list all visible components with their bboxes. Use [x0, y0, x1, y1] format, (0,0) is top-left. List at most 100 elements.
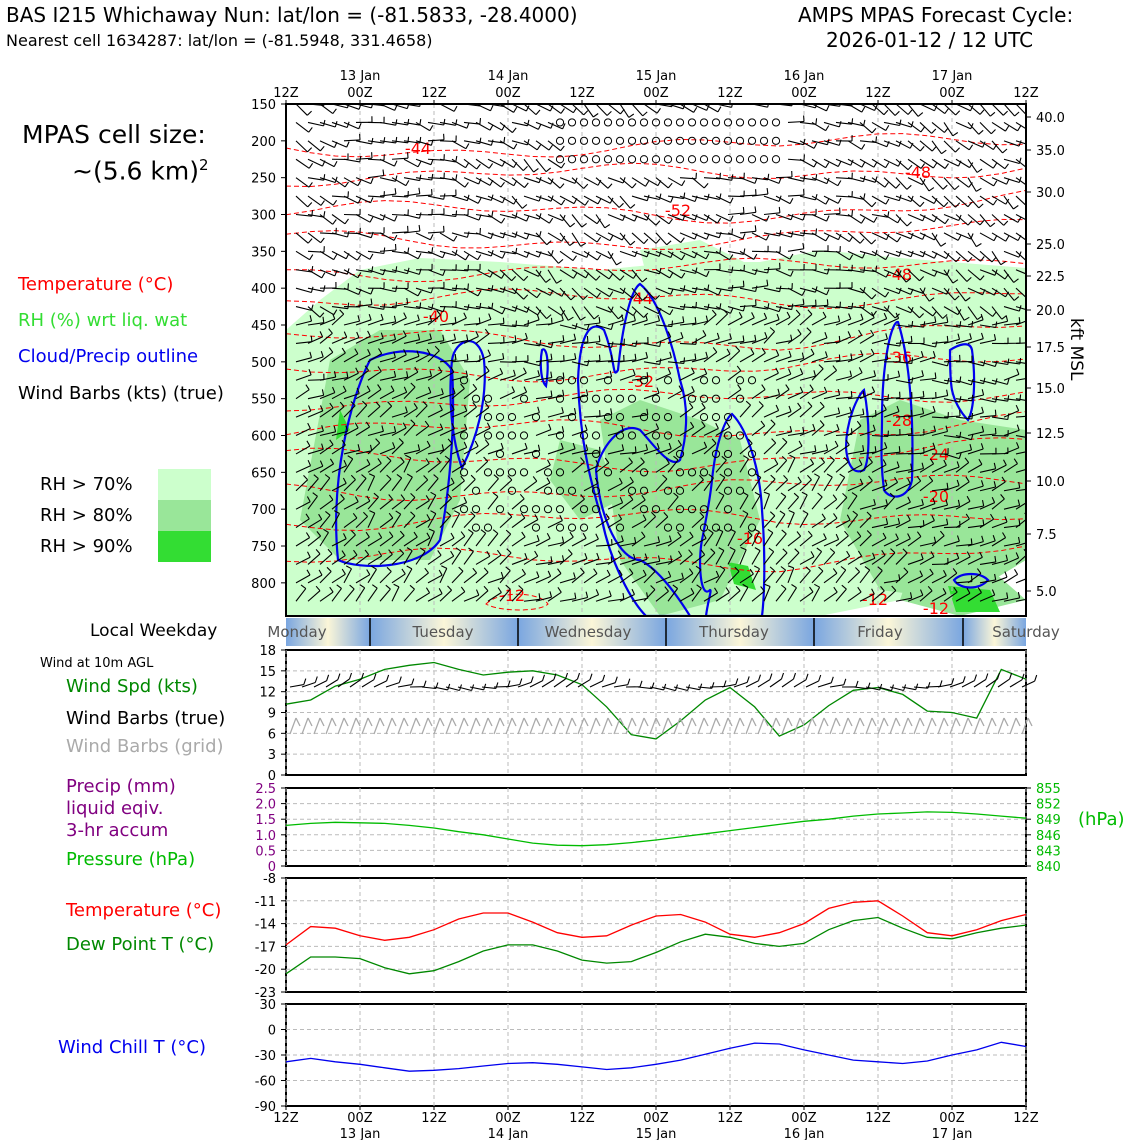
- wind-barb-flag: [512, 128, 516, 133]
- wind-barb: [512, 251, 527, 257]
- wind-barb-flag: [872, 128, 876, 133]
- grid-wind-barb: [290, 718, 296, 734]
- grid-wind-barb: [410, 718, 416, 734]
- wind-barb-flag: [536, 110, 540, 115]
- wind-barb-flag: [308, 148, 312, 152]
- wind-barb: [860, 196, 872, 207]
- wind-barb-flag: [838, 181, 841, 186]
- kft-tick-label: 17.5: [1036, 341, 1065, 356]
- wind-barb-flag: [584, 184, 588, 188]
- surface-wind-barb: [614, 685, 628, 687]
- grid-wind-barb-flag: [632, 718, 636, 726]
- grid-wind-barb: [734, 718, 740, 734]
- grid-wind-barb: [530, 718, 536, 734]
- wind-barb: [344, 196, 358, 203]
- wind-barb: [596, 215, 605, 228]
- wind-barb-flag: [862, 162, 865, 167]
- grid-wind-barb-flag: [872, 718, 876, 726]
- surface-wind-barb: [590, 681, 603, 687]
- wind-barb: [944, 178, 955, 190]
- wind-barb-flag: [395, 161, 398, 166]
- wind-barb-flag: [1018, 126, 1021, 131]
- wind-barb: [872, 233, 887, 240]
- calm-wind-circle: [772, 119, 779, 126]
- wind-barb-flag: [816, 118, 817, 124]
- surface-wind-barb-flag: [448, 684, 450, 690]
- grid-wind-barb-flag: [584, 718, 588, 726]
- wind-grid-barbs-label: Wind Barbs (grid): [66, 736, 224, 757]
- grid-wind-barb: [314, 718, 320, 734]
- wind-barb-flag: [911, 428, 912, 434]
- temp-label: Temperature (°C): [66, 900, 221, 921]
- wind-barb: [428, 232, 444, 233]
- wind-barb-flag: [1006, 126, 1009, 131]
- grid-wind-barb-flag: [800, 718, 804, 726]
- weekday-name: Tuesday: [411, 623, 473, 641]
- wind-barb-flag: [370, 254, 373, 259]
- wind-barb-flag: [629, 114, 634, 117]
- wind-barb-flag: [395, 216, 397, 221]
- wind-barb-flag: [1005, 572, 1007, 578]
- wind-barb-flag: [478, 198, 481, 203]
- wind-barb: [812, 122, 826, 130]
- wind-barb: [356, 196, 371, 203]
- time-tick-bottom: 12Z: [1013, 1111, 1039, 1126]
- wind-barb-flag: [333, 200, 336, 205]
- wind-barb-flag: [1032, 410, 1033, 416]
- wind-barb-flag: [732, 229, 733, 235]
- temperature-panel: -8-11-14-17-20-23: [255, 872, 1026, 1001]
- wind-barb-flag: [1031, 305, 1033, 311]
- wind-barb: [812, 233, 826, 241]
- wind-barb: [320, 104, 333, 114]
- surface-wind-barb-flag: [387, 675, 389, 681]
- wind-barb-flag: [838, 198, 841, 203]
- wind-barb-flag: [563, 373, 564, 379]
- calm-wind-circle: [580, 156, 587, 163]
- wind-barb-flag: [617, 262, 622, 265]
- wind-barb-flag: [1031, 372, 1032, 378]
- wind-barb-flag: [884, 110, 888, 115]
- grid-wind-barb: [482, 718, 488, 734]
- wind-barb-flag: [874, 162, 877, 167]
- wind-barb: [476, 122, 490, 130]
- wind-barb-flag: [779, 207, 780, 213]
- wind-barb-flag: [454, 236, 457, 241]
- wind-barb: [896, 215, 907, 226]
- wind-barb: [476, 233, 491, 239]
- cycle-label: AMPS MPAS Forecast Cycle:: [798, 3, 1073, 27]
- wind-barb: [1016, 215, 1030, 222]
- sounding-plot-area: -44-52-48-48-44-40-36-32-28-24-20-16-12-…: [286, 96, 1033, 618]
- wind-barb: [944, 159, 959, 166]
- wind-barb-flag: [923, 391, 924, 397]
- wind-barb: [596, 178, 608, 189]
- wind-barb-flag: [490, 125, 493, 130]
- wind-barb-flag: [839, 121, 841, 127]
- calm-wind-circle: [580, 119, 587, 126]
- time-tick-top: 12Z: [569, 86, 595, 101]
- wind-barb-flag: [466, 255, 469, 260]
- surface-wind-barb-flag: [603, 675, 605, 681]
- wind-barb-flag: [886, 163, 889, 168]
- wind-barb: [440, 104, 454, 111]
- grid-wind-barb: [758, 718, 764, 734]
- time-tick-top: 12Z: [865, 86, 891, 101]
- wind-barb: [692, 178, 704, 188]
- grid-wind-barb: [566, 718, 572, 734]
- grid-wind-barb: [902, 718, 908, 734]
- grid-wind-barb: [1010, 718, 1016, 734]
- wind-barb-flag: [991, 130, 995, 134]
- wind-barb-flag: [514, 107, 517, 112]
- surface-wind-barb-flag: [543, 675, 545, 681]
- precip-label-3: 3-hr accum: [66, 820, 168, 841]
- wind-barb-flag: [838, 161, 841, 166]
- wind-barb-flag: [406, 180, 409, 185]
- wind-barb: [884, 215, 898, 223]
- kft-tick-label: 12.5: [1036, 427, 1065, 442]
- wind-barb-flag: [1029, 237, 1033, 242]
- wind-barb-flag: [561, 146, 565, 151]
- wind-barb-flag: [1032, 358, 1033, 364]
- wind-barb-flag: [1031, 592, 1032, 598]
- surface-wind-barb: [974, 680, 986, 688]
- surface-wind-barb-flag: [304, 679, 306, 685]
- wind-barb-flag: [525, 183, 529, 188]
